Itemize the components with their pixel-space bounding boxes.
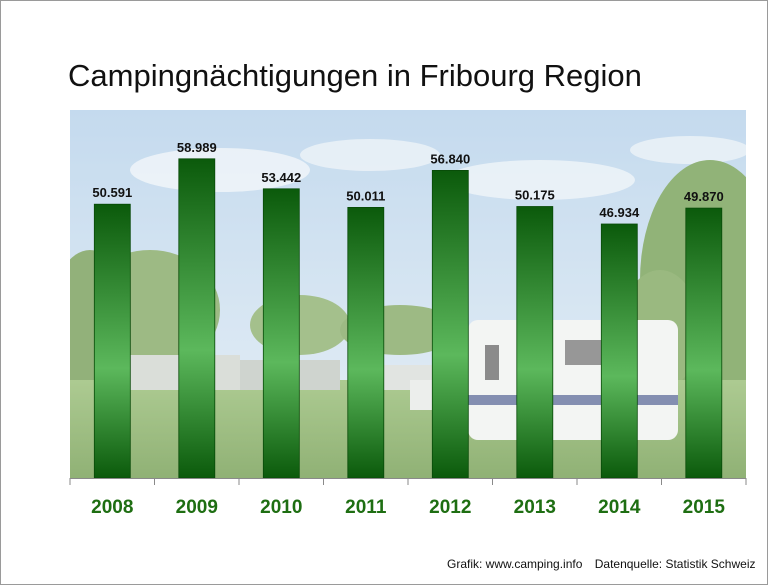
value-label-2010: 53.442: [261, 170, 301, 185]
bar-2013: [516, 206, 554, 479]
chart-title: Campingnächtigungen in Fribourg Region: [68, 58, 642, 93]
graphic-credit: Grafik: www.camping.info: [447, 557, 583, 571]
x-tick-label-2014: 2014: [598, 497, 641, 518]
bar-2008: [93, 203, 131, 479]
value-label-2009: 58.989: [177, 140, 217, 155]
bar-2012: [431, 169, 469, 479]
bar-2009: [178, 158, 216, 479]
value-label-2011: 50.011: [346, 188, 385, 203]
bar-2015: [685, 207, 723, 479]
x-tick-label-2011: 2011: [345, 497, 387, 518]
data-source: Datenquelle: Statistik Schweiz: [594, 557, 756, 571]
value-label-2014: 46.934: [599, 205, 640, 220]
source-note: Grafik: www.camping.info Datenquelle: St…: [447, 557, 764, 571]
x-tick-label-2013: 2013: [514, 497, 556, 518]
value-label-2013: 50.175: [515, 188, 555, 203]
bar-2014: [600, 223, 638, 479]
bar-2010: [262, 188, 300, 479]
value-label-2015: 49.870: [684, 189, 724, 204]
x-tick-label-2008: 2008: [91, 497, 133, 518]
x-tick-label-2015: 2015: [683, 497, 726, 518]
value-label-2012: 56.840: [430, 151, 470, 166]
x-tick-label-2010: 2010: [260, 497, 302, 518]
bar-2011: [347, 206, 385, 479]
x-tick-label-2012: 2012: [429, 497, 471, 518]
value-label-2008: 50.591: [92, 185, 132, 200]
x-tick-label-2009: 2009: [176, 497, 218, 518]
